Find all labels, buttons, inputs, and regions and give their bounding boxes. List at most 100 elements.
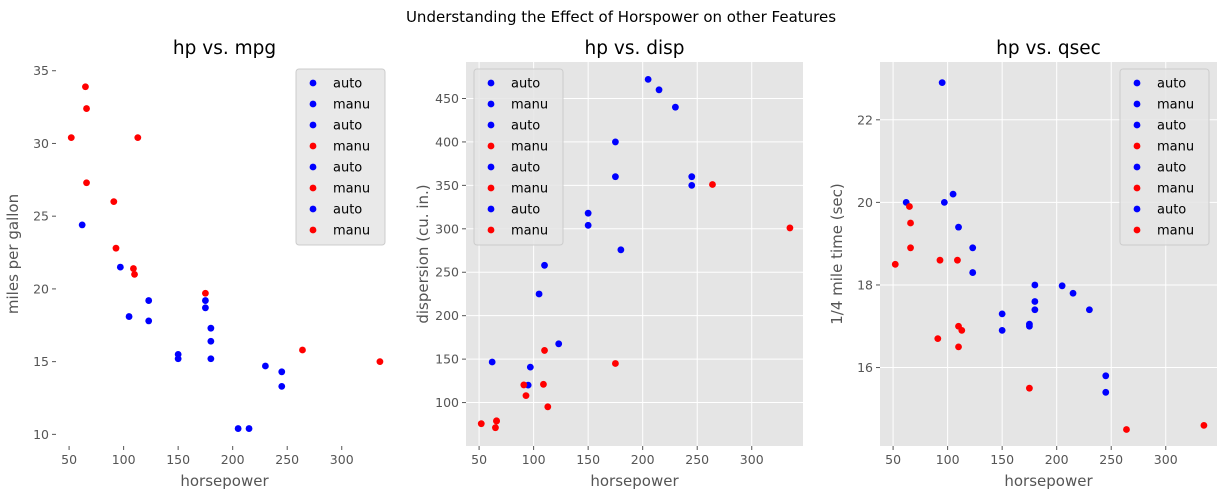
subplot-3: 50 100 150 200 250 300 16 18 20 22 hp vs. qsec hors… <box>828 38 1217 490</box>
legend-label: auto <box>333 119 362 134</box>
data-point <box>202 297 209 304</box>
x-tick-label: 100 <box>936 452 960 467</box>
x-tick-label: 150 <box>990 452 1014 467</box>
legend: auto manu auto manu auto manu auto manu <box>1119 68 1210 246</box>
data-point <box>938 79 946 87</box>
legend-label: auto <box>1157 77 1186 92</box>
legend-marker <box>309 121 317 129</box>
x-tick-label: 250 <box>275 452 299 467</box>
data-point <box>261 362 269 370</box>
data-point <box>612 173 619 181</box>
data-point <box>655 86 663 94</box>
legend-marker <box>1133 163 1141 171</box>
subplot-1: 50 100 150 200 250 300 10 15 20 25 30 35 hp vs. mpg h… <box>4 38 393 490</box>
legend-label: auto <box>333 203 362 218</box>
y-tick-label: 22 <box>857 112 873 127</box>
legend-marker <box>487 142 495 150</box>
data-point <box>1031 298 1039 305</box>
legend-marker <box>1133 79 1141 87</box>
x-tick-label: 300 <box>740 452 764 467</box>
series-auto <box>488 75 696 389</box>
legend-label: manu <box>1157 98 1194 113</box>
legend-label: manu <box>1157 140 1194 155</box>
data-point <box>67 134 75 142</box>
series-manu <box>891 203 1208 433</box>
data-point <box>134 134 142 142</box>
legend-frame <box>1119 68 1210 246</box>
data-point <box>202 289 209 297</box>
legend-label: manu <box>333 182 370 197</box>
subplots: 50 100 150 200 250 300 10 15 20 25 30 35 hp vs. mpg h… <box>4 38 1217 490</box>
data-point <box>949 190 957 198</box>
data-point <box>541 261 548 269</box>
x-tick-label: 150 <box>576 452 600 467</box>
data-point <box>688 181 696 189</box>
x-axis-label: horsepower <box>1004 472 1093 490</box>
data-point <box>488 358 496 366</box>
data-point <box>540 380 547 388</box>
data-point <box>202 304 209 312</box>
legend-label: manu <box>1157 182 1194 197</box>
legend: auto manu auto manu auto manu auto manu <box>473 68 564 246</box>
series-manu <box>477 181 794 432</box>
legend-label: auto <box>333 77 362 92</box>
data-point <box>1200 421 1208 429</box>
x-tick-label: 150 <box>166 452 190 467</box>
y-axis-label: dispersion (cu. in.) <box>414 184 432 323</box>
data-point <box>477 420 485 428</box>
data-point <box>174 355 182 363</box>
legend-label: auto <box>511 119 540 134</box>
legend-label: manu <box>511 98 548 113</box>
legend-frame <box>473 68 564 246</box>
y-tick-label: 20 <box>33 281 49 296</box>
data-point <box>1085 306 1093 314</box>
legend-marker <box>309 100 317 108</box>
series-auto <box>902 79 1110 396</box>
data-point <box>936 256 944 264</box>
data-point <box>671 103 679 111</box>
data-point <box>940 198 948 206</box>
data-point <box>125 313 133 320</box>
x-tick-label: 50 <box>471 452 487 467</box>
legend: auto manu auto manu auto manu auto manu <box>295 68 386 246</box>
y-tick-label: 18 <box>857 277 873 292</box>
data-point <box>584 221 592 229</box>
data-point <box>709 181 716 188</box>
data-point <box>1031 306 1039 314</box>
legend-label: auto <box>333 161 362 176</box>
legend-label: auto <box>511 77 540 92</box>
data-point <box>520 381 528 389</box>
data-point <box>234 425 242 432</box>
y-tick-label: 450 <box>435 91 459 106</box>
data-point <box>1031 281 1039 289</box>
legend-label: manu <box>511 224 548 239</box>
data-point <box>688 173 696 181</box>
legend-marker <box>487 79 495 87</box>
legend-marker <box>487 205 495 213</box>
data-point <box>644 75 652 83</box>
legend-label: manu <box>511 140 548 155</box>
legend-marker <box>1133 121 1141 129</box>
x-tick-label: 50 <box>885 452 901 467</box>
y-tick-label: 16 <box>857 360 873 375</box>
data-point <box>145 317 153 325</box>
y-tick-label: 300 <box>435 221 459 236</box>
legend-marker <box>309 226 317 234</box>
legend-marker <box>487 226 495 234</box>
y-tick-label: 100 <box>435 395 459 410</box>
legend-label: manu <box>333 98 370 113</box>
data-point <box>612 360 619 367</box>
y-tick-label: 35 <box>33 63 49 78</box>
legend-marker <box>309 79 317 87</box>
legend-label: manu <box>333 224 370 239</box>
legend-marker <box>1133 100 1141 108</box>
data-point <box>145 297 153 304</box>
y-tick-label: 30 <box>33 136 49 151</box>
y-tick-label: 200 <box>435 308 459 323</box>
data-point <box>786 224 794 232</box>
data-point <box>78 221 86 229</box>
data-point <box>998 310 1006 318</box>
legend-label: manu <box>333 140 370 155</box>
data-point <box>969 244 977 252</box>
